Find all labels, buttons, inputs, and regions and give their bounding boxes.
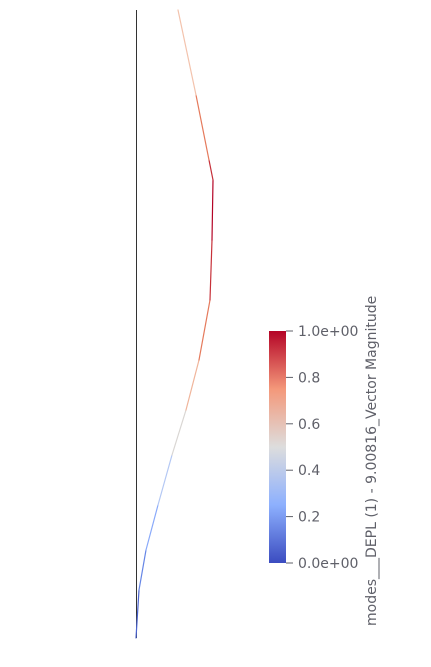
scalar-bar-tick-label: 0.6 (298, 417, 320, 433)
scalar-bar-tick-label: 0.2 (298, 510, 320, 526)
scalar-bar-gradient (269, 331, 286, 563)
scalar-bar-ticks: 1.0e+00 0.8 0.6 0.4 0.2 0.0e+00 (286, 324, 358, 572)
scalar-bar-tick-label: 0.8 (298, 370, 320, 386)
scalar-bar: 1.0e+00 0.8 0.6 0.4 0.2 0.0e+00 modes___DEPL … (269, 296, 380, 626)
scalar-bar-title: modes___DEPL (1) - 9.00816_Vector Magnit… (364, 296, 380, 626)
scalar-bar-tick-label: 0.0e+00 (298, 556, 358, 572)
mode-shape-curve (135, 9, 214, 639)
scalar-bar-tick-label: 0.4 (298, 463, 320, 479)
scalar-bar-tick-label: 1.0e+00 (298, 324, 358, 340)
